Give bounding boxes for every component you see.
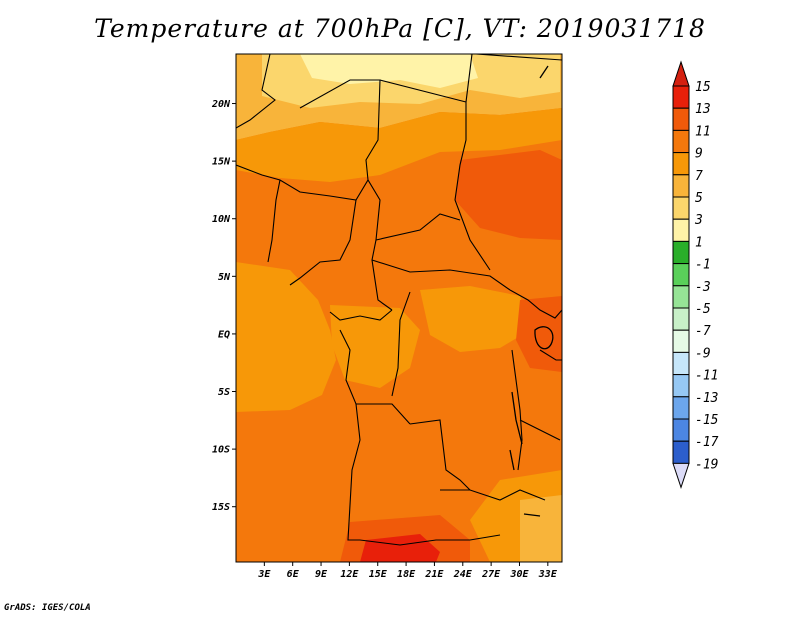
colorbar-level-label: 3 — [694, 213, 703, 228]
colorbar-swatch — [672, 351, 690, 376]
lakes — [509, 65, 554, 517]
temperature-zone-9-11 — [236, 262, 336, 412]
map-title: Temperature at 700hPa [C], VT: 201903171… — [94, 14, 706, 43]
temperature-zone-11-13 — [455, 150, 562, 240]
colorbar-swatch — [672, 152, 690, 176]
temperature-zone-9-11 — [420, 286, 530, 352]
colorbar-swatch — [672, 307, 690, 331]
colorbar-level-label: -9 — [695, 346, 711, 361]
colorbar-swatch — [672, 396, 690, 420]
colorbar-swatch — [672, 418, 690, 442]
colorbar-swatch — [672, 218, 690, 242]
colorbar-level-label: -3 — [695, 280, 711, 295]
lon-tick-label: 24E — [453, 569, 473, 580]
colorbar-swatch — [672, 240, 690, 265]
lon-tick-label: 3E — [257, 569, 271, 580]
colorbar-level-label: 5 — [695, 191, 703, 206]
colorbar-swatch — [672, 129, 690, 154]
colorbar-level-label: 11 — [695, 124, 711, 139]
colorbar-swatch — [672, 85, 690, 109]
colorbar-level-label: -1 — [695, 258, 711, 273]
colorbar-level-label: -11 — [695, 369, 718, 384]
colorbar-level-label: 15 — [695, 80, 711, 95]
temperature-zone-3-5 — [300, 54, 478, 88]
colorbar-level-label: -17 — [695, 435, 719, 450]
colorbar-top-arrow — [672, 60, 690, 87]
colorbar-swatch — [672, 329, 690, 353]
colorbar-level-label: 7 — [695, 169, 703, 184]
colorbar-level-label: -13 — [695, 391, 718, 406]
lat-tick-label: 10N — [212, 214, 231, 225]
footer-credit: GrADS: IGES/COLA — [4, 603, 91, 613]
colorbar-level-label: -5 — [695, 302, 711, 317]
lon-tick-label: 27E — [481, 569, 501, 580]
lon-tick-label: 18E — [397, 569, 416, 580]
colorbar: 15 13 11 9 7 5 3 1 -1 -3 -5 -7 -9 -11 -13 -15 -17 -19 — [672, 60, 719, 489]
temperature-zone-7-9 — [520, 495, 562, 562]
lon-tick-label: 12E — [340, 569, 359, 580]
lon-tick-label: 21E — [424, 569, 444, 580]
lat-tick-label: 15N — [212, 157, 231, 168]
colorbar-swatch — [672, 263, 690, 287]
colorbar-swatch — [672, 285, 690, 309]
colorbar-bottom-arrow — [672, 462, 690, 489]
colorbar-level-label: 9 — [695, 147, 703, 162]
lat-tick-label: 20N — [211, 99, 231, 110]
colorbar-swatch — [672, 196, 690, 220]
lon-tick-label: 33E — [538, 569, 558, 580]
lon-tick-label: 15E — [369, 569, 388, 580]
lon-tick-label: 30E — [509, 569, 529, 580]
lat-tick-label: 5S — [218, 387, 230, 398]
lon-tick-label: 9E — [315, 569, 328, 580]
colorbar-level-label: -15 — [695, 413, 719, 428]
map-frame — [235, 53, 563, 563]
temperature-zone-9-11 — [236, 108, 562, 182]
lat-tick-label: 10S — [212, 445, 230, 456]
lon-tick-label: 6E — [287, 569, 300, 580]
colorbar-level-label: 1 — [695, 235, 703, 250]
colorbar-swatch — [672, 174, 690, 198]
lat-tick-label: EQ — [218, 329, 230, 340]
lat-tick-label: 15S — [212, 502, 230, 513]
colorbar-swatch — [672, 440, 690, 464]
longitude-axis: 3E 6E 9E 12E 15E 18E 21E 24E 27E 30E 33E — [257, 562, 558, 580]
colorbar-swatch — [672, 374, 690, 398]
lat-tick-label: 5N — [218, 272, 231, 283]
colorbar-swatch — [672, 107, 690, 131]
colorbar-level-label: 13 — [695, 102, 711, 117]
temperature-zone-13-15 — [360, 534, 440, 562]
colorbar-level-label: -19 — [695, 457, 718, 472]
latitude-axis: 20N 15N 10N 5N EQ 5S 10S 15S — [211, 99, 236, 513]
country-boundaries — [236, 54, 562, 546]
colorbar-level-label: -7 — [695, 324, 711, 339]
